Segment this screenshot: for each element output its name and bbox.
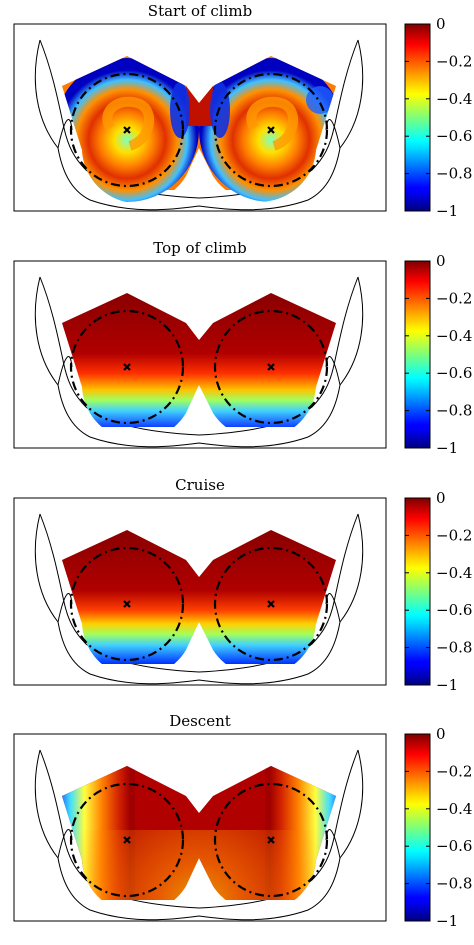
colorbar-tick-label: −0.8 <box>436 165 472 183</box>
colorbar-tick-label: −0.2 <box>436 52 472 70</box>
colorbar-tick-label: −0.6 <box>436 837 472 855</box>
colorbar <box>404 260 431 449</box>
panel-title: Start of climb <box>147 2 253 20</box>
colorbar-tick-label: −0.6 <box>436 364 472 382</box>
panel-cruise: Cruise 0 −0.2 −0.4 −0.6 −0.8 −1 <box>0 474 474 709</box>
center-marker-right <box>267 363 275 371</box>
colorbar-tick-label: −0.2 <box>436 526 472 544</box>
panel-descent: Descent 0 −0.2 −0.4 −0.6 −0.8 −1 <box>0 710 474 945</box>
swirl-right <box>246 96 298 151</box>
center-marker-left <box>123 126 131 134</box>
colorbar-tick-label: −0.8 <box>436 875 472 893</box>
colorbar-tick-label: −0.4 <box>436 327 472 345</box>
reference-circle-right <box>213 72 329 188</box>
panel-title: Top of climb <box>153 239 247 257</box>
colorbar-tick-label: −0.8 <box>436 402 472 420</box>
colorbar-tick-label: −1 <box>436 439 458 457</box>
colorbar-tick-label: −0.4 <box>436 564 472 582</box>
colorbar-tick-label: 0 <box>436 725 446 743</box>
center-marker-right <box>267 126 275 134</box>
reference-circle-left <box>69 309 185 425</box>
colorbar-tick-label: −0.4 <box>436 800 472 818</box>
colorbar-tick-label: −0.6 <box>436 127 472 145</box>
seat-outline-inner <box>39 749 359 909</box>
reference-circle-left <box>69 546 185 662</box>
field-blue-right <box>210 82 230 138</box>
heatmap-plot: 0 −0.2 −0.4 −0.6 −0.8 −1 <box>13 489 472 694</box>
colorbar-tick-label: −0.6 <box>436 601 472 619</box>
seat-outline-inner <box>39 276 359 436</box>
center-marker-right <box>267 600 275 608</box>
colorbar-tick-label: −1 <box>436 912 458 930</box>
colorbar-tick-label: 0 <box>436 489 446 507</box>
colorbar <box>404 733 431 922</box>
reference-circle-right <box>213 309 329 425</box>
swirl-left <box>102 96 154 151</box>
colorbar-tick-label: 0 <box>436 252 446 270</box>
seat-outline-inner <box>39 513 359 673</box>
colorbar-tick-label: −0.8 <box>436 639 472 657</box>
reference-circle-right <box>213 782 329 898</box>
panel-top-of-climb: Top of climb 0 −0.2 −0.4 −0.6 −0.8 −1 <box>0 237 474 472</box>
center-marker-right <box>267 836 275 844</box>
center-marker-left <box>123 600 131 608</box>
colorbar <box>404 497 431 686</box>
reference-circle-left <box>69 782 185 898</box>
panel-title: Cruise <box>175 476 225 494</box>
center-marker-left <box>123 363 131 371</box>
colorbar <box>404 23 431 212</box>
reference-circle-left <box>69 72 185 188</box>
colorbar-tick-label: −1 <box>436 676 458 694</box>
colorbar-tick-label: −0.2 <box>436 762 472 780</box>
colorbar-tick-label: −1 <box>436 202 458 220</box>
heatmap-plot: 0 −0.2 −0.4 −0.6 −0.8 −1 <box>13 252 472 457</box>
colorbar-tick-label: 0 <box>436 15 446 33</box>
heatmap-plot: 0 −0.2 −0.4 −0.6 −0.8 −1 <box>13 725 472 930</box>
seat-outline-inner <box>39 39 359 199</box>
heatmap-plot: 0 −0.2 −0.4 −0.6 −0.8 −1 <box>13 15 472 220</box>
reference-circle-right <box>213 546 329 662</box>
panel-title: Descent <box>169 712 231 730</box>
colorbar-tick-label: −0.4 <box>436 90 472 108</box>
colorbar-tick-label: −0.2 <box>436 289 472 307</box>
center-marker-left <box>123 836 131 844</box>
panel-start-of-climb: Start of climb 0 −0.2 −0.4 −0.6 −0.8 −1 <box>0 0 474 235</box>
